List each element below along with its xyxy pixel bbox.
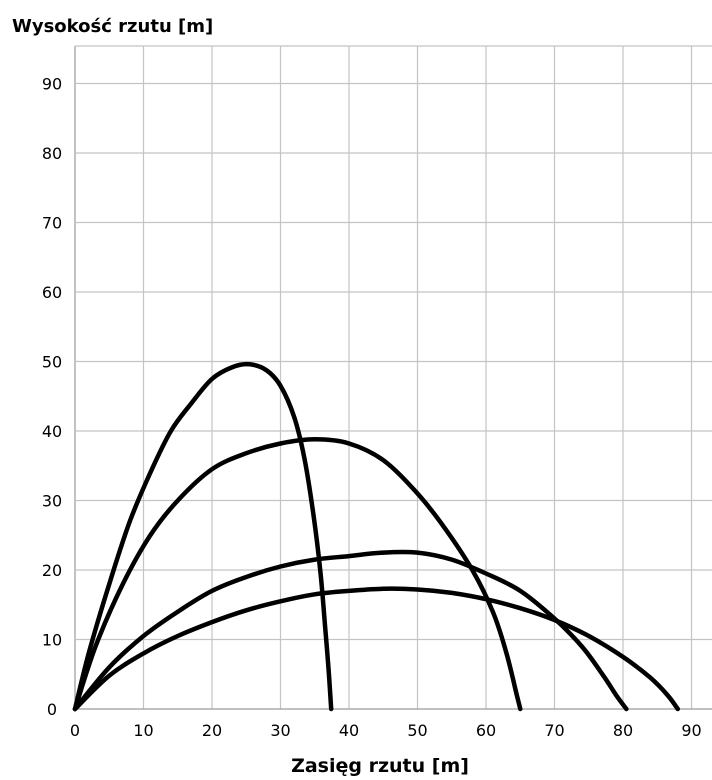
x-tick-label: 30 (270, 721, 290, 740)
tick-labels: 0 10 20 30 40 50 60 70 80 90 0 10 20 30 40 50 60 70 80 90 (42, 75, 702, 741)
x-tick-label: 10 (133, 721, 153, 740)
x-tick-label: 40 (339, 721, 359, 740)
grid (74, 45, 712, 710)
x-tick-label: 90 (681, 721, 701, 740)
trajectory-curve-2 (72, 437, 523, 712)
y-tick-label: 40 (42, 422, 62, 441)
trajectory-curve-3 (72, 549, 629, 712)
x-tick-label: 20 (202, 721, 222, 740)
y-tick-label: 10 (42, 631, 62, 650)
y-axis-title: Wysokość rzutu [m] (12, 16, 213, 37)
x-tick-label: 60 (476, 721, 496, 740)
x-axis-title: Zasięg rzutu [m] (291, 755, 469, 777)
y-tick-label: 70 (42, 214, 62, 233)
x-tick-label: 70 (544, 721, 564, 740)
y-tick-label: 90 (42, 75, 62, 94)
x-tick-label: 80 (613, 721, 633, 740)
y-tick-label: 20 (42, 561, 62, 580)
y-tick-label: 30 (42, 492, 62, 511)
y-tick-label: 0 (47, 700, 57, 719)
trajectory-curves (72, 361, 681, 712)
y-tick-label: 80 (42, 144, 62, 163)
trajectory-curve-4 (72, 586, 681, 712)
y-tick-label: 50 (42, 353, 62, 372)
x-tick-label: 50 (407, 721, 427, 740)
trajectory-curve-1 (72, 361, 334, 712)
y-tick-label: 60 (42, 283, 62, 302)
x-tick-label: 0 (70, 721, 80, 740)
